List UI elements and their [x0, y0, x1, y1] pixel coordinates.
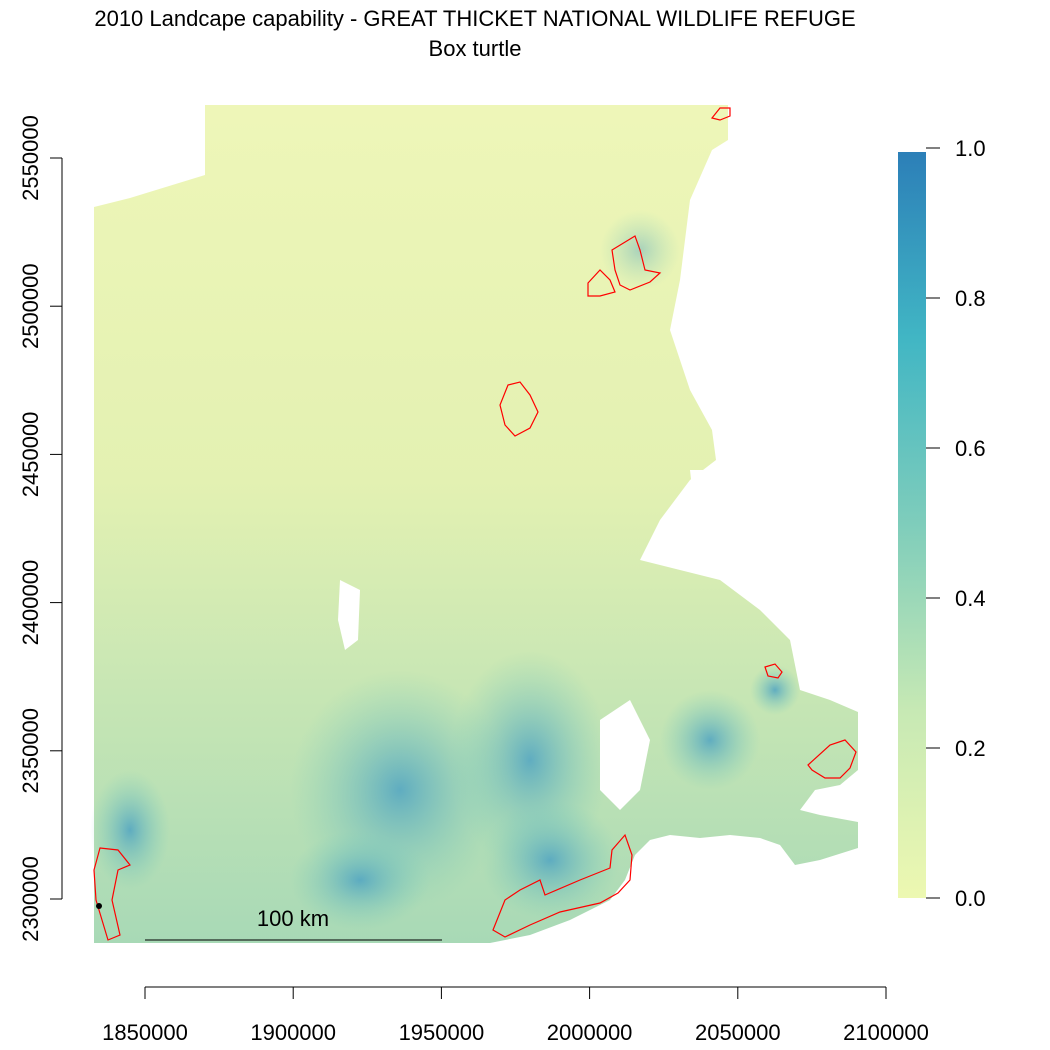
x-tick-label: 2100000	[843, 1020, 929, 1045]
legend-gradient	[898, 152, 926, 898]
y-axis: 2300000 2350000 2400000 2450000 2500000 25500…	[18, 115, 63, 942]
map-title: 2010 Landcape capability - GREAT THICKET…	[94, 6, 856, 31]
refuge-unit	[611, 235, 662, 291]
blue-zone	[90, 770, 170, 890]
legend-colorbar: 0.0 0.2 0.4 0.6 0.8 1.0	[898, 136, 986, 911]
capability-raster	[90, 105, 858, 943]
x-tick-label: 1850000	[102, 1020, 188, 1045]
refuge-unit	[710, 107, 731, 121]
blue-zone	[290, 830, 430, 930]
y-tick-label: 2550000	[18, 115, 43, 201]
water-gap	[690, 470, 716, 560]
blue-zone	[750, 665, 800, 715]
legend-tick-label: 0.4	[955, 586, 986, 611]
legend-tick-label: 0.0	[955, 886, 986, 911]
legend-tick-label: 0.2	[955, 736, 986, 761]
y-tick-label: 2500000	[18, 263, 43, 349]
y-axis-ticks: 2300000 2350000 2400000 2450000 2500000 25500…	[18, 115, 62, 942]
refuge-unit	[499, 381, 539, 437]
x-axis: 1850000 1900000 1950000 2000000 2050000 21000…	[102, 986, 929, 1045]
x-tick-label: 1950000	[399, 1020, 485, 1045]
refuge-unit	[764, 663, 783, 679]
map-subtitle: Box turtle	[428, 36, 522, 61]
refuge-unit	[93, 847, 131, 941]
y-tick-label: 2300000	[18, 856, 43, 942]
scale-bar: 100 km	[145, 906, 442, 941]
y-tick-label: 2400000	[18, 560, 43, 646]
blue-zone	[480, 800, 620, 920]
y-tick-label: 2350000	[18, 708, 43, 794]
water-gap	[600, 700, 650, 810]
refuge-unit	[807, 739, 857, 779]
x-tick-label: 2050000	[695, 1020, 781, 1045]
legend-tick-label: 0.6	[955, 436, 986, 461]
refuge-point-marker	[96, 903, 102, 909]
legend-tick-label: 1.0	[955, 136, 986, 161]
refuge-unit	[587, 269, 616, 297]
refuge-outlines	[93, 107, 857, 941]
refuge-unit	[492, 833, 633, 938]
y-tick-label: 2450000	[18, 412, 43, 498]
legend-ticks: 0.0 0.2 0.4 0.6 0.8 1.0	[926, 136, 986, 911]
x-tick-label: 2000000	[547, 1020, 633, 1045]
water-gap	[338, 580, 360, 650]
legend-tick-label: 0.8	[955, 286, 986, 311]
scale-bar-label: 100 km	[257, 906, 329, 931]
x-tick-label: 1900000	[250, 1020, 336, 1045]
x-axis-ticks: 1850000 1900000 1950000 2000000 2050000 21000…	[102, 987, 929, 1045]
blue-zone	[660, 690, 760, 790]
